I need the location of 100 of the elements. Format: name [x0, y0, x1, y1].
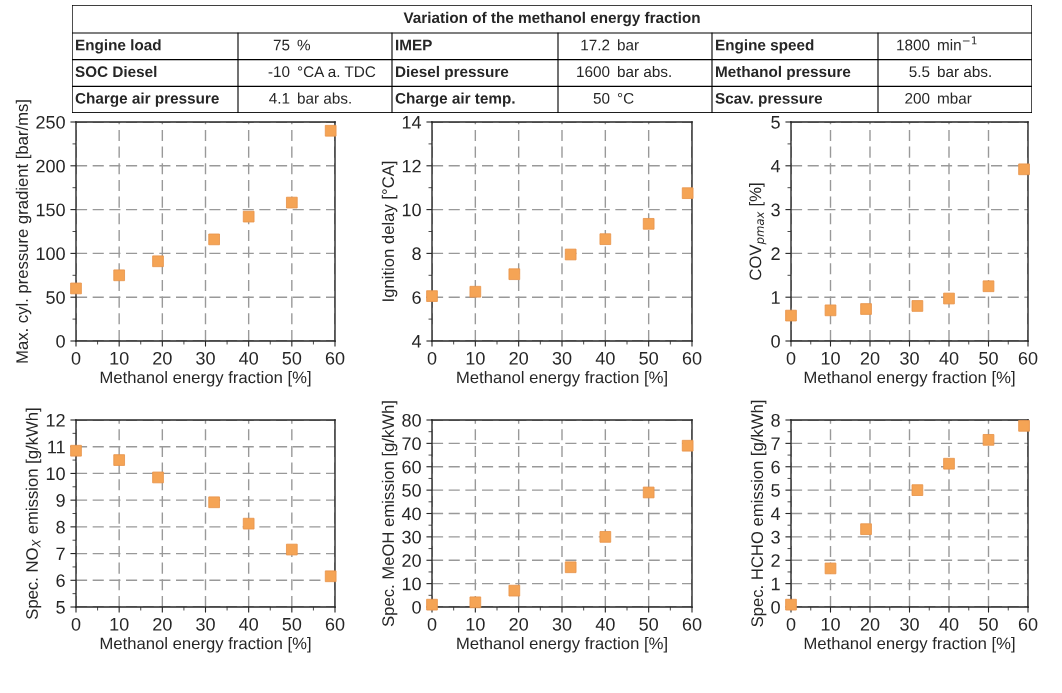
y-tick-label: 80: [402, 413, 421, 427]
text: Variation of the methanol energy fraction: [403, 11, 700, 27]
text: Diesel pressure: [396, 65, 509, 81]
x-tick-label: 0: [786, 351, 796, 365]
x-tick-label: 50: [282, 617, 302, 631]
y-tick-label: 10: [46, 467, 65, 481]
text: Charge air temp.: [395, 92, 515, 107]
text: SOC Diesel: [75, 65, 157, 78]
x-tick-label: 40: [595, 351, 615, 365]
y-tick-label: 0: [412, 600, 421, 614]
x-tick-label: 30: [552, 351, 572, 365]
y-tick-label: 7: [771, 437, 780, 450]
y-tick-label: 4: [770, 507, 781, 521]
x-axis-title: Methanol energy fraction [%]: [804, 637, 1015, 653]
text: 17.2: [581, 39, 610, 51]
y-tick-label: 0: [771, 334, 780, 348]
x-tick-label: 60: [1018, 351, 1038, 365]
y-tick-label: 100: [36, 247, 65, 261]
y-tick-label: 8: [412, 247, 421, 261]
x-axis-title: Methanol energy fraction [%]: [100, 637, 311, 653]
y-axis-title: Max. cyl. pressure gradient [bar/ms]: [15, 100, 32, 363]
x-tick-label: 30: [900, 617, 919, 631]
text: bar: [617, 39, 639, 51]
y-tick-label: 9: [56, 494, 65, 507]
text: 5.5: [909, 66, 930, 78]
y-tick-label: 6: [771, 460, 780, 474]
y-axis-title: Spec. NO$_{X}$ emission [g/kWh]: [25, 408, 42, 619]
y-tick-label: 10: [402, 203, 421, 217]
y-tick-label: 30: [402, 530, 421, 544]
x-tick-label: 10: [110, 617, 129, 631]
y-tick-label: 10: [402, 577, 421, 591]
text: Charge air pressure: [75, 92, 219, 107]
x-tick-label: 0: [427, 617, 437, 631]
y-tick-label: 200: [36, 159, 65, 173]
y-tick-label: 0: [771, 600, 780, 614]
x-axis-title: Methanol energy fraction [%]: [457, 371, 667, 387]
x-tick-label: 10: [466, 351, 485, 365]
x-tick-label: 10: [821, 617, 840, 631]
x-tick-label: 0: [427, 351, 437, 365]
x-tick-label: 30: [196, 351, 215, 365]
text: min$^{−1}$: [938, 36, 977, 51]
y-tick-label: 60: [402, 460, 421, 474]
x-tick-label: 20: [153, 617, 172, 631]
x-tick-label: 50: [282, 351, 302, 365]
y-tick-label: 6: [56, 574, 65, 588]
y-axis-title: COV$_{pmax}$ [%]: [749, 183, 767, 280]
y-tick-label: 2: [771, 247, 780, 260]
y-tick-label: 0: [56, 334, 65, 348]
text: 4.1: [269, 93, 290, 104]
x-tick-label: 30: [196, 617, 215, 631]
x-axis-title: Methanol energy fraction [%]: [457, 637, 667, 653]
text: Methanol pressure: [716, 65, 851, 81]
text: °C: [617, 92, 634, 104]
text: 1600: [577, 66, 610, 78]
y-tick-label: 20: [402, 554, 421, 567]
x-tick-label: 40: [939, 617, 959, 631]
x-tick-label: 60: [325, 617, 345, 631]
y-tick-label: 4: [770, 159, 781, 173]
x-tick-label: 20: [509, 351, 528, 365]
x-tick-label: 50: [979, 617, 998, 631]
y-tick-label: 5: [771, 484, 780, 497]
y-tick-label: 1: [771, 291, 780, 304]
x-tick-label: 20: [860, 617, 880, 631]
y-tick-label: 8: [771, 413, 780, 427]
text: 50: [593, 92, 610, 104]
y-axis-title: Ignition delay [°CA]: [381, 161, 398, 301]
y-tick-label: 50: [402, 484, 421, 497]
x-tick-label: 10: [466, 617, 485, 631]
text: bar abs.: [937, 65, 991, 78]
y-axis-title: Spec. MeOH emission [g/kWh]: [381, 401, 398, 627]
x-axis-title: Methanol energy fraction [%]: [804, 371, 1015, 387]
x-tick-label: 60: [682, 617, 702, 631]
y-tick-label: 14: [402, 116, 422, 129]
text: °CA a. TDC: [297, 66, 376, 78]
y-tick-label: 12: [46, 413, 65, 427]
text: mbar: [938, 92, 972, 104]
y-tick-label: 3: [771, 203, 780, 217]
text: 1800: [897, 39, 930, 51]
y-tick-label: 3: [771, 530, 780, 544]
x-tick-label: 60: [325, 351, 345, 365]
x-tick-label: 30: [552, 617, 572, 631]
x-tick-label: 50: [639, 617, 658, 631]
x-tick-label: 10: [110, 351, 129, 365]
y-tick-label: 150: [36, 203, 65, 217]
text: bar abs.: [297, 92, 351, 104]
y-tick-label: 2: [771, 554, 780, 567]
y-tick-label: 8: [56, 520, 65, 534]
y-tick-label: 5: [771, 116, 780, 129]
text: %: [297, 39, 311, 51]
text: -10: [268, 66, 290, 78]
text: Scav. pressure: [715, 92, 823, 107]
text: IMEP: [396, 39, 432, 51]
y-tick-label: 50: [46, 291, 65, 304]
text: 200: [905, 92, 930, 104]
x-tick-label: 0: [71, 351, 81, 365]
text: Engine load: [76, 39, 161, 54]
x-tick-label: 0: [71, 617, 81, 631]
x-tick-label: 50: [639, 351, 658, 365]
y-tick-label: 70: [402, 437, 421, 451]
y-tick-label: 6: [412, 291, 421, 304]
